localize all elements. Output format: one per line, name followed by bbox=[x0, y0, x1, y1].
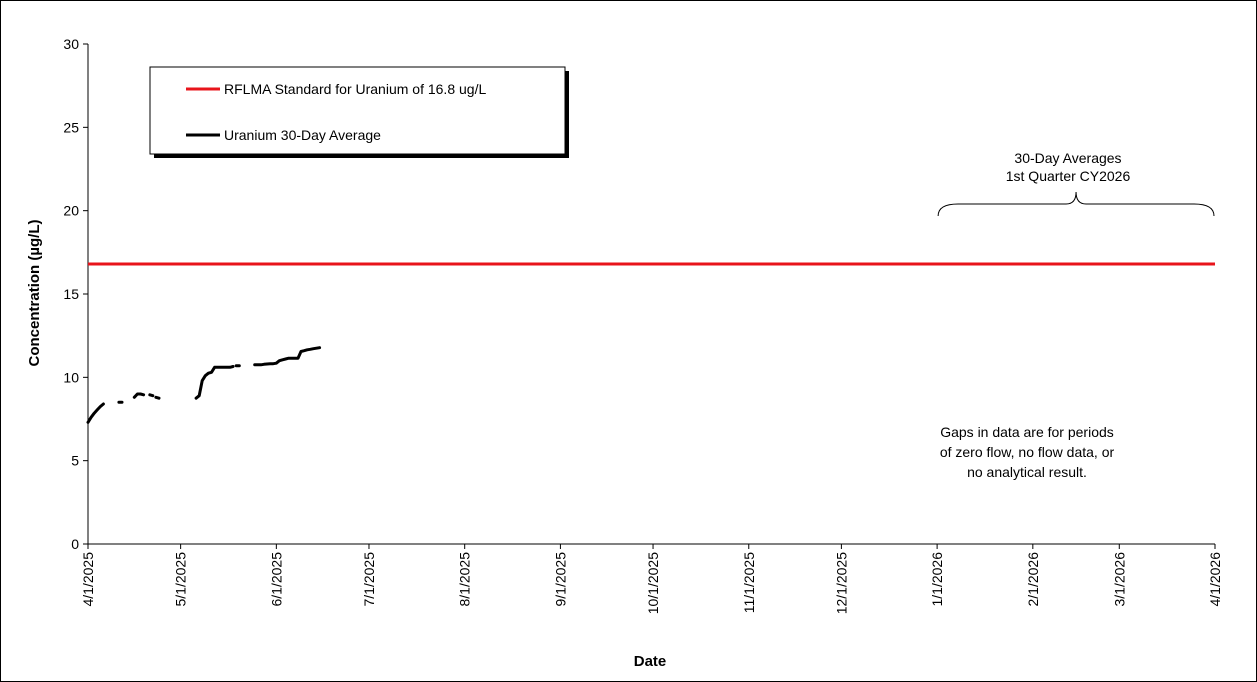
x-tick-label: 10/1/2025 bbox=[645, 552, 661, 614]
y-tick-label: 0 bbox=[71, 536, 79, 552]
x-tick-label: 4/1/2026 bbox=[1207, 552, 1223, 607]
legend-box bbox=[149, 66, 566, 155]
legend: RFLMA Standard for Uranium of 16.8 ug/L … bbox=[149, 66, 569, 158]
y-tick-label: 30 bbox=[63, 36, 79, 52]
x-axis-title: Date bbox=[634, 653, 667, 670]
x-tick-label: 5/1/2025 bbox=[173, 552, 189, 607]
y-axis: 0 5 10 15 20 25 30 bbox=[63, 36, 89, 552]
quarter-bracket bbox=[937, 191, 1215, 217]
x-tick-label: 3/1/2026 bbox=[1111, 552, 1127, 607]
x-tick-label: 4/1/2025 bbox=[80, 552, 96, 607]
x-tick-label: 11/1/2025 bbox=[741, 552, 757, 613]
average-segment bbox=[154, 395, 161, 400]
gap-note-line3: no analytical result. bbox=[967, 464, 1087, 480]
y-tick-label: 15 bbox=[63, 286, 79, 302]
y-tick-label: 5 bbox=[71, 453, 79, 469]
x-tick-label: 12/1/2025 bbox=[833, 552, 849, 614]
y-tick-label: 10 bbox=[63, 369, 79, 385]
x-tick-label: 8/1/2025 bbox=[457, 552, 473, 607]
y-axis-title: Concentration (µg/L) bbox=[26, 220, 43, 367]
x-axis: 4/1/2025 5/1/2025 6/1/2025 7/1/2025 8/1/2025… bbox=[80, 543, 1223, 614]
average-segment bbox=[194, 365, 235, 400]
average-segment bbox=[132, 392, 146, 399]
legend-label-average: Uranium 30-Day Average bbox=[224, 127, 381, 143]
x-tick-label: 7/1/2025 bbox=[361, 552, 377, 607]
gap-note-line2: of zero flow, no flow data, or bbox=[940, 444, 1115, 460]
x-tick-label: 6/1/2025 bbox=[268, 552, 284, 607]
y-tick-label: 25 bbox=[63, 119, 79, 135]
x-tick-label: 1/1/2026 bbox=[929, 552, 945, 607]
legend-label-standard: RFLMA Standard for Uranium of 16.8 ug/L bbox=[224, 81, 486, 97]
y-tick-label: 20 bbox=[63, 203, 79, 219]
average-series-layer bbox=[86, 346, 322, 424]
quarter-annotation-line2: 1st Quarter CY2026 bbox=[1006, 168, 1131, 184]
x-tick-label: 9/1/2025 bbox=[552, 552, 568, 607]
gap-note-line1: Gaps in data are for periods bbox=[940, 424, 1114, 440]
quarter-annotation-line1: 30-Day Averages bbox=[1014, 150, 1121, 166]
quarter-annotation: 30-Day Averages 1st Quarter CY2026 bbox=[937, 150, 1215, 217]
average-segment bbox=[148, 393, 155, 398]
average-segment bbox=[253, 346, 322, 367]
gap-note: Gaps in data are for periods of zero flo… bbox=[940, 424, 1115, 480]
x-tick-label: 2/1/2026 bbox=[1025, 552, 1041, 607]
average-segment bbox=[86, 402, 105, 424]
